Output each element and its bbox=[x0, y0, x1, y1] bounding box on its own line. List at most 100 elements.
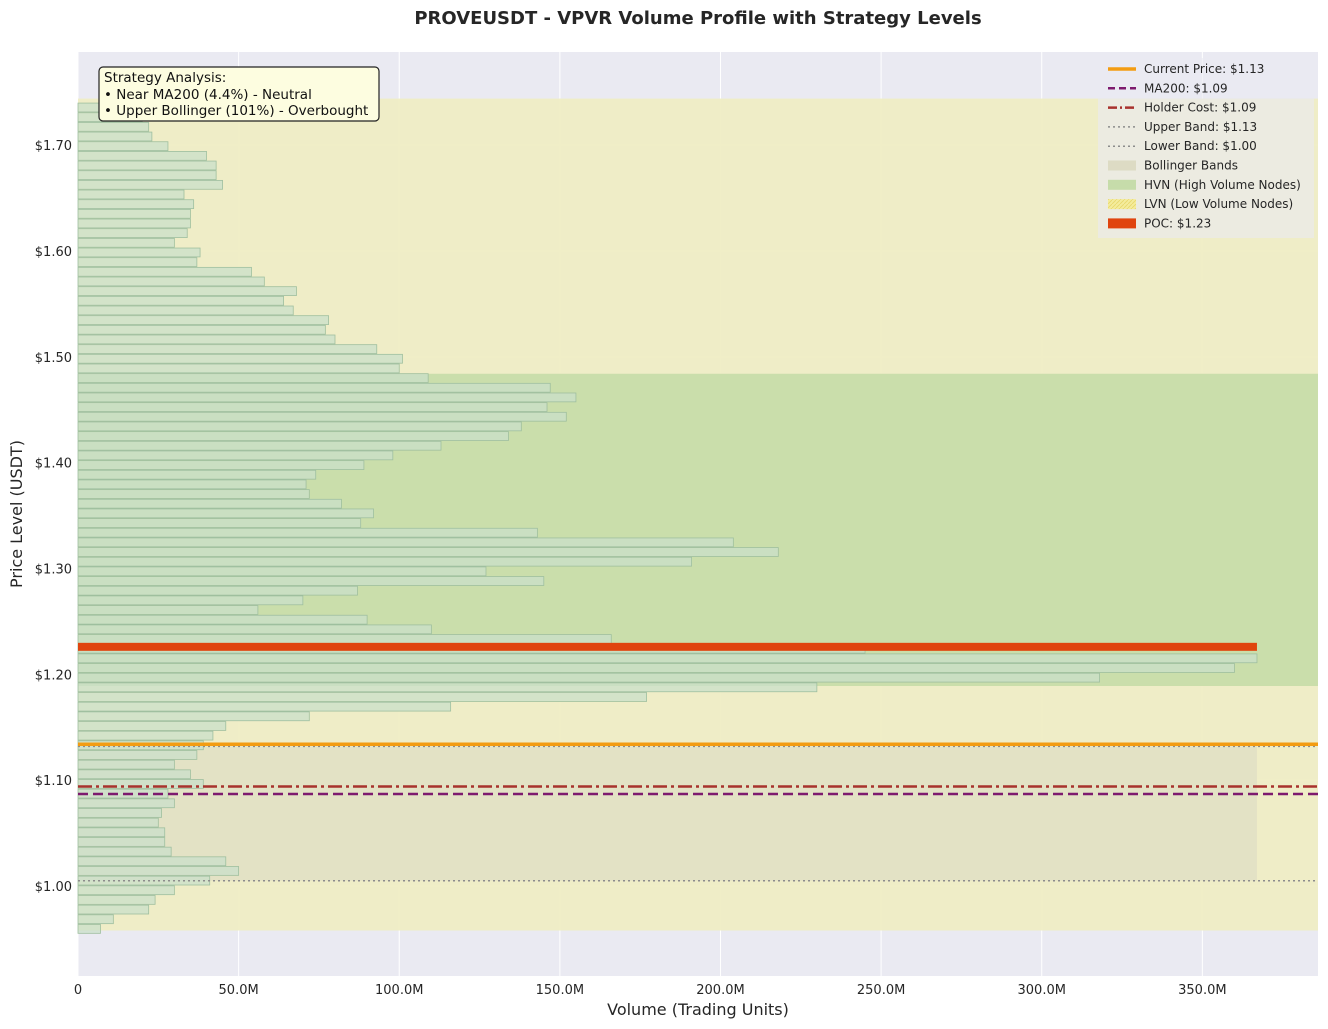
volume-bar bbox=[77, 402, 548, 412]
volume-bar bbox=[77, 895, 156, 905]
volume-bar bbox=[77, 199, 195, 209]
legend-item-lvn-label: LVN (Low Volume Nodes) bbox=[1144, 197, 1293, 211]
y-tick-label: $1.40 bbox=[35, 457, 72, 472]
volume-bar bbox=[77, 692, 648, 702]
legend-item-poc-label: POC: $1.23 bbox=[1144, 216, 1211, 230]
volume-bar bbox=[77, 382, 551, 393]
volume-bar bbox=[77, 924, 101, 934]
legend-item-lower-label: Lower Band: $1.00 bbox=[1144, 139, 1257, 153]
volume-bar bbox=[77, 431, 509, 441]
volume-bar bbox=[77, 334, 336, 345]
annotation-line-3: • Upper Bollinger (101%) - Overbought bbox=[104, 103, 368, 119]
volume-bar bbox=[77, 682, 818, 693]
volume-bar bbox=[77, 614, 368, 625]
volume-bar bbox=[77, 846, 172, 857]
y-tick-label: $1.10 bbox=[35, 774, 72, 789]
volume-bar bbox=[77, 566, 487, 577]
volume-bar bbox=[77, 315, 329, 325]
volume-bar bbox=[77, 237, 175, 248]
x-tick-label: 350.0M bbox=[1178, 983, 1226, 998]
volume-bar bbox=[77, 527, 538, 538]
x-tick-label: 250.0M bbox=[857, 983, 905, 998]
volume-bar bbox=[77, 624, 432, 635]
volume-bar bbox=[77, 344, 378, 354]
volume-bar bbox=[77, 595, 304, 606]
volume-bar bbox=[77, 585, 358, 596]
volume-bar bbox=[77, 701, 452, 712]
volume-bar bbox=[77, 131, 153, 142]
volume-bar bbox=[77, 508, 374, 519]
x-tick-label: 300.0M bbox=[1018, 983, 1066, 998]
volume-bar bbox=[77, 141, 169, 151]
volume-bar bbox=[77, 353, 403, 364]
volume-bar bbox=[77, 817, 159, 828]
annotation-box-frame bbox=[98, 66, 380, 122]
volume-bar bbox=[77, 663, 1235, 673]
x-tick-label: 0 bbox=[74, 983, 82, 998]
volume-bar bbox=[77, 827, 166, 838]
volume-bar bbox=[77, 122, 150, 132]
annotation-line-1: Strategy Analysis: bbox=[104, 70, 226, 86]
legend-item-holder-label: Holder Cost: $1.09 bbox=[1144, 101, 1256, 115]
strategy-levels bbox=[78, 642, 1318, 882]
volume-bar bbox=[77, 286, 297, 296]
volume-bar bbox=[77, 914, 114, 925]
legend-item-upper-label: Upper Band: $1.13 bbox=[1144, 120, 1257, 134]
volume-bars bbox=[77, 102, 1258, 934]
poc-bar bbox=[78, 642, 1257, 651]
volume-bar bbox=[77, 247, 201, 258]
volume-bar bbox=[77, 856, 227, 867]
volume-bar bbox=[77, 576, 545, 586]
volume-bar bbox=[77, 518, 362, 528]
volume-bar bbox=[77, 837, 166, 847]
volume-bar bbox=[77, 324, 326, 335]
volume-bar bbox=[77, 866, 240, 876]
volume-bar bbox=[77, 276, 265, 287]
volume-bar bbox=[77, 904, 150, 915]
y-tick-label: $1.00 bbox=[35, 880, 72, 895]
volume-bar bbox=[77, 489, 310, 499]
volume-bar bbox=[77, 759, 175, 770]
volume-bar bbox=[77, 730, 214, 741]
volume-bar bbox=[77, 218, 191, 229]
tick-labels: 0 50.0M 100.0M 150.0M 200.0M 250.0M 300.0M 350.… bbox=[35, 139, 1227, 998]
volume-bar bbox=[77, 634, 612, 644]
volume-bar bbox=[77, 170, 217, 180]
volume-bar bbox=[77, 440, 442, 451]
volume-bar bbox=[77, 189, 185, 200]
volume-bar bbox=[77, 672, 1100, 683]
legend-item-bollinger-label: Bollinger Bands bbox=[1144, 159, 1238, 173]
volume-bar bbox=[77, 150, 207, 161]
volume-bar bbox=[77, 537, 734, 548]
x-tick-label: 200.0M bbox=[696, 983, 744, 998]
volume-bar bbox=[77, 460, 365, 470]
legend: Current Price: $1.13 MA200: $1.09 Holder C… bbox=[1098, 58, 1314, 238]
volume-bar bbox=[77, 556, 692, 567]
chart-title: PROVEUSDT - VPVR Volume Profile with Str… bbox=[414, 8, 981, 29]
legend-item-hvn-label: HVN (High Volume Nodes) bbox=[1144, 178, 1301, 192]
volume-bar bbox=[77, 228, 188, 238]
volume-bar bbox=[77, 208, 191, 219]
volume-bar bbox=[77, 295, 284, 306]
y-tick-label: $1.50 bbox=[35, 351, 72, 366]
volume-bar bbox=[77, 421, 522, 432]
x-tick-label: 100.0M bbox=[375, 983, 423, 998]
y-tick-label: $1.70 bbox=[35, 139, 72, 154]
legend-item-poc-swatch bbox=[1108, 218, 1136, 229]
x-axis-label: Volume (Trading Units) bbox=[607, 1000, 789, 1019]
volume-bar bbox=[77, 885, 175, 896]
volume-bar bbox=[77, 711, 310, 722]
legend-item-ma200-label: MA200: $1.09 bbox=[1144, 81, 1228, 95]
volume-bar bbox=[77, 808, 162, 818]
volume-bar bbox=[77, 363, 400, 374]
volume-bar bbox=[77, 266, 252, 277]
volume-bar bbox=[77, 498, 342, 509]
x-tick-label: 150.0M bbox=[536, 983, 584, 998]
watermark-text: @AI 看盘 bbox=[1232, 989, 1318, 1013]
volume-bar bbox=[77, 769, 191, 780]
volume-bar bbox=[77, 653, 1258, 664]
volume-bar bbox=[77, 750, 198, 760]
volume-bar bbox=[77, 721, 227, 731]
volume-bar bbox=[77, 392, 577, 403]
